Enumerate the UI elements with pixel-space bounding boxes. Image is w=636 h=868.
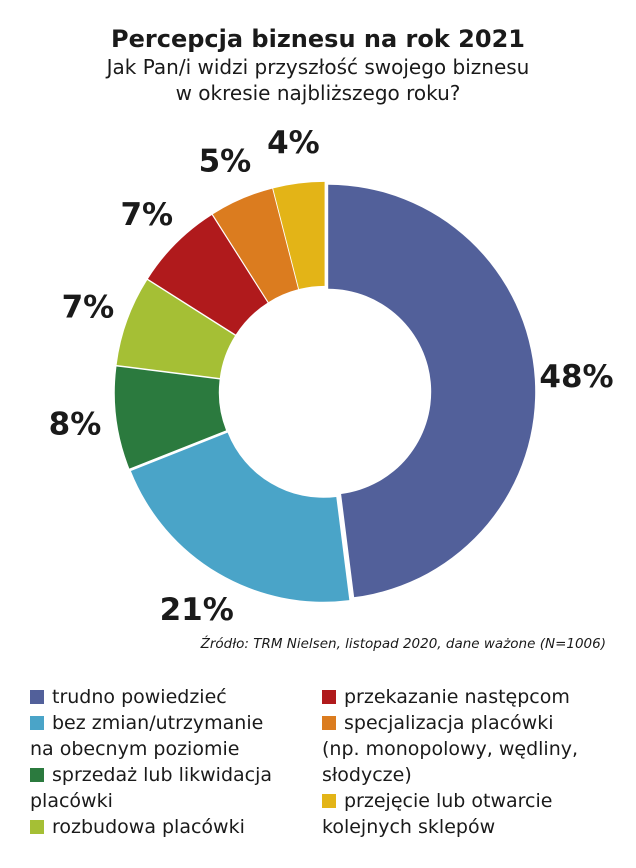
legend-swatch <box>30 716 44 730</box>
legend-swatch <box>322 690 336 704</box>
legend-swatch <box>322 794 336 808</box>
legend-item-bez-zmian: bez zmian/utrzymanie na obecnym poziomie <box>30 710 320 762</box>
slice-specjalizacja-placowki-np-monopolowy-wedliny-slodycze <box>212 188 299 303</box>
legend-label-cont: na obecnym poziomie <box>30 738 240 760</box>
donut-labels: 48% 21% 8% 7% 7% 5% 4% <box>49 125 614 628</box>
data-label-przejecie-lub-otwarcie-kolejnych-sklepow: 4% <box>267 125 320 161</box>
legend-label: sprzedaż lub likwidacja <box>52 764 273 786</box>
legend-item-sprzedaz: sprzedaż lub likwidacja placówki <box>30 762 320 814</box>
slice-przekazanie-nastepcom <box>147 214 268 335</box>
legend-label-cont: słodycze) <box>322 764 412 786</box>
chart-header: Percepcja biznesu na rok 2021 Jak Pan/i … <box>0 24 636 106</box>
legend-label-cont: kolejnych sklepów <box>322 816 496 838</box>
donut-slices <box>114 181 536 602</box>
data-label-przekazanie-nastepcom: 7% <box>120 197 173 233</box>
source-note: Źródło: TRM Nielsen, listopad 2020, dane… <box>200 636 606 652</box>
slice-przejecie-lub-otwarcie-kolejnych-sklepow <box>273 181 325 290</box>
legend-item-rozbudowa: rozbudowa placówki <box>30 814 320 840</box>
data-label-sprzedaz-lub-likwidacja-placowki: 8% <box>49 407 102 443</box>
legend-label: rozbudowa placówki <box>52 816 245 838</box>
slice-bez-zmian-utrzymanie-na-obecnym-poziomie <box>130 432 350 602</box>
legend-label: przejęcie lub otwarcie <box>344 790 553 812</box>
legend-label-cont: placówki <box>30 790 113 812</box>
data-label-trudno-powiedziec: 48% <box>539 359 613 395</box>
data-label-specjalizacja-placowki-np-monopolowy-wedliny-slodycze: 5% <box>199 144 252 180</box>
legend-swatch <box>30 768 44 782</box>
legend-item-trudno-powiedziec: trudno powiedzieć <box>30 684 320 710</box>
chart-title: Percepcja biznesu na rok 2021 <box>111 25 525 53</box>
legend-label: specjalizacja placówki <box>344 712 554 734</box>
legend-left-column: trudno powiedzieć bez zmian/utrzymanie n… <box>30 684 320 840</box>
data-label-rozbudowa-placowki: 7% <box>62 290 115 326</box>
slice-rozbudowa-placowki <box>116 279 236 379</box>
legend-item-przejecie: przejęcie lub otwarcie kolejnych sklepów <box>322 788 622 840</box>
legend-label: bez zmian/utrzymanie <box>52 712 264 734</box>
data-label-bez-zmian-utrzymanie-na-obecnym-poziomie: 21% <box>160 592 234 628</box>
legend-item-przekazanie: przekazanie następcom <box>322 684 622 710</box>
chart-subtitle-line2: w okresie najbliższego roku? <box>175 81 461 105</box>
legend-label-cont: (np. monopolowy, wędliny, <box>322 738 579 760</box>
legend-swatch <box>30 820 44 834</box>
donut-chart: 48% 21% 8% 7% 7% 5% 4% <box>49 125 614 628</box>
legend-item-specjalizacja: specjalizacja placówki (np. monopolowy, … <box>322 710 622 788</box>
legend-right-column: przekazanie następcom specjalizacja plac… <box>322 684 622 840</box>
legend-swatch <box>30 690 44 704</box>
legend-swatch <box>322 716 336 730</box>
slice-sprzedaz-lub-likwidacja-placowki <box>114 366 227 469</box>
legend-label: przekazanie następcom <box>344 686 570 708</box>
slice-trudno-powiedziec <box>328 184 536 598</box>
chart-subtitle-line1: Jak Pan/i widzi przyszłość swojego bizne… <box>106 55 530 79</box>
legend-label: trudno powiedzieć <box>52 686 227 708</box>
